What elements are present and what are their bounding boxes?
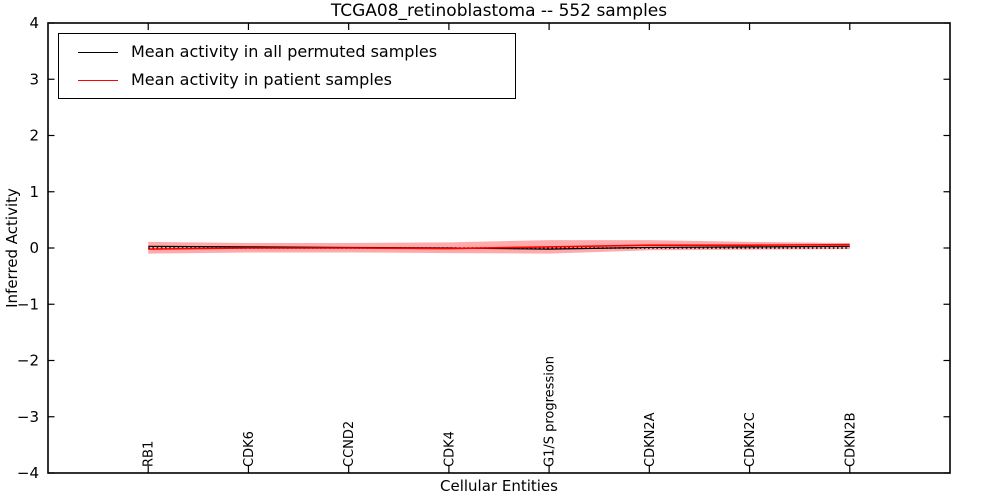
legend-label-patient: Mean activity in patient samples [131,70,392,89]
legend: Mean activity in all permuted samples Me… [58,33,516,99]
y-tick-label: 2 [29,127,39,145]
legend-label-permuted: Mean activity in all permuted samples [131,42,438,61]
x-category-label: CDKN2C [743,412,758,467]
legend-line-permuted-icon [78,51,118,53]
x-category-label: CDKN2A [643,412,658,467]
x-category-label: CDK6 [242,431,257,467]
series-line-patient-mean [148,243,850,250]
x-category-label: CDK4 [442,431,457,467]
confidence-band [148,240,850,254]
x-axis-label: Cellular Entities [440,477,558,495]
y-tick-label: 4 [29,14,39,32]
x-category-label: G1/S progression [543,356,558,467]
y-tick-label: −4 [17,464,39,482]
chart-title: TCGA08_retinoblastoma -- 552 samples [330,1,668,21]
y-tick-label: 3 [29,70,39,88]
y-tick-label: −2 [17,352,39,370]
y-tick-label: −1 [17,295,39,313]
legend-line-patient-icon [78,79,118,81]
x-category-label: CDKN2B [843,412,858,467]
y-tick-label: 1 [29,183,39,201]
legend-item-permuted: Mean activity in all permuted samples [59,42,515,62]
series-line-permuted-mean [148,245,850,250]
y-tick-label: 0 [29,239,39,257]
legend-item-patient: Mean activity in patient samples [59,70,515,90]
x-category-label: RB1 [142,441,157,467]
y-axis-label: Inferred Activity [3,188,21,308]
x-category-label: CCND2 [342,421,357,467]
y-tick-label: −3 [17,408,39,426]
